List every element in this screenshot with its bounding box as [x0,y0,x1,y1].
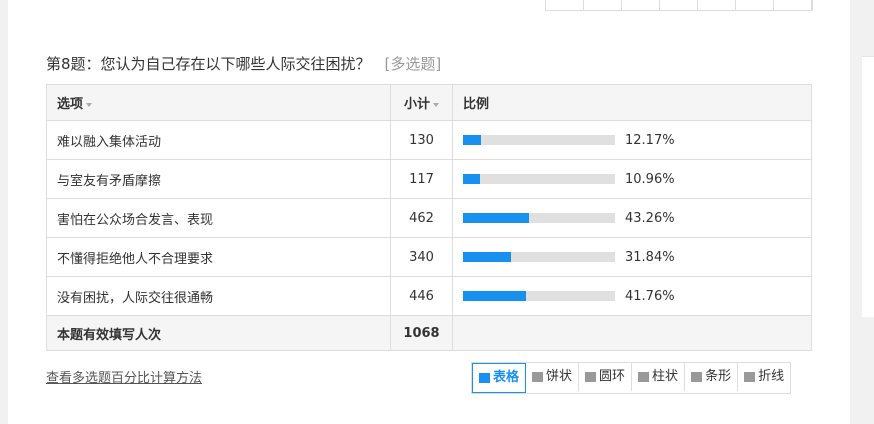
chart-button[interactable]: 饼状 [526,363,580,391]
count-cell: 462 [390,198,453,238]
percent-label: 43.26% [625,210,675,226]
bar-track [463,252,615,262]
bar-fill [463,213,529,223]
button-icon [638,372,650,382]
title-text: 第8题：您认为自己存在以下哪些人际交往困扰？ [46,55,371,73]
option-cell: 与室友有矛盾摩擦 [46,159,391,199]
percent-cell: 10.96% [452,159,812,199]
button-label: 表格 [493,370,520,385]
top-toolbar [545,0,813,11]
bar-track [463,213,615,223]
button-icon [744,372,756,382]
count-cell: 446 [390,276,453,316]
result-table: 选项 小计 比例 难以融入集体活动 130 12.17% 与室友有矛盾摩擦 117 10.… [46,84,812,351]
footer-empty [452,315,812,351]
button-icon [479,373,490,383]
percent-cell: 12.17% [452,120,812,160]
question-title: 第8题：您认为自己存在以下哪些人际交往困扰？ [多选题] [46,53,441,74]
option-cell: 不懂得拒绝他人不合理要求 [46,237,391,277]
percent-label: 31.84% [625,249,675,265]
bar-track [463,291,615,301]
button-label: 条形 [705,369,732,384]
button-icon [585,372,597,382]
method-link[interactable]: 查看多选题百分比计算方法 [46,371,203,386]
option-cell: 害怕在公众场合发言、表现 [46,198,391,238]
chart-button[interactable]: 柱状 [632,363,686,391]
row: 难以融入集体活动 130 12.17% [46,120,812,160]
header-text: 比例 [463,97,490,112]
chart-button[interactable]: 圆环 [579,363,633,391]
count-cell: 117 [390,159,453,199]
row: 没有困扰，人际交往很通畅 446 41.76% [46,276,812,316]
bar-fill [463,291,527,301]
button-label: 折线 [758,369,785,384]
row: 与室友有矛盾摩擦 117 10.96% [46,159,812,199]
bar-track [463,174,615,184]
header-cell[interactable]: 小计 [390,84,453,121]
button-label: 饼状 [546,369,573,384]
count-cell: 130 [390,120,453,160]
percent-label: 41.76% [625,288,675,304]
footer-count: 1068 [390,315,453,351]
row: 不懂得拒绝他人不合理要求 340 31.84% [46,237,812,277]
count-cell: 340 [390,237,453,277]
percent-label: 10.96% [625,171,675,187]
button-icon [532,372,544,382]
question-tag: [多选题] [384,55,442,73]
percent-cell: 41.76% [452,276,812,316]
header-text: 小计 [403,97,430,112]
footer-label: 本题有效填写人次 [46,315,391,351]
bar-track [463,135,615,145]
row: 害怕在公众场合发言、表现 462 43.26% [46,198,812,238]
percent-cell: 43.26% [452,198,812,238]
header-text: 选项 [57,97,84,112]
option-cell: 难以融入集体活动 [46,120,391,160]
percent-cell: 31.84% [452,237,812,277]
bar-fill [463,252,512,262]
chart-button[interactable]: 条形 [685,363,739,391]
percent-label: 12.17% [625,132,675,148]
header-cell[interactable]: 选项 [46,84,391,121]
chart-button[interactable]: 表格 [472,363,527,393]
footer-row: 本题有效填写人次 1068 [46,315,812,351]
header-cell: 比例 [452,84,812,121]
option-cell: 没有困扰，人际交往很通畅 [46,276,391,316]
bar-fill [463,174,480,184]
button-label: 圆环 [599,369,626,384]
bar-fill [463,135,482,145]
button-icon [691,372,703,382]
button-label: 柱状 [652,369,679,384]
chart-switcher: 表格 饼状 圆环 柱状 条形 折线 [471,362,792,394]
chart-button[interactable]: 折线 [738,363,790,391]
side-panel [862,56,874,317]
